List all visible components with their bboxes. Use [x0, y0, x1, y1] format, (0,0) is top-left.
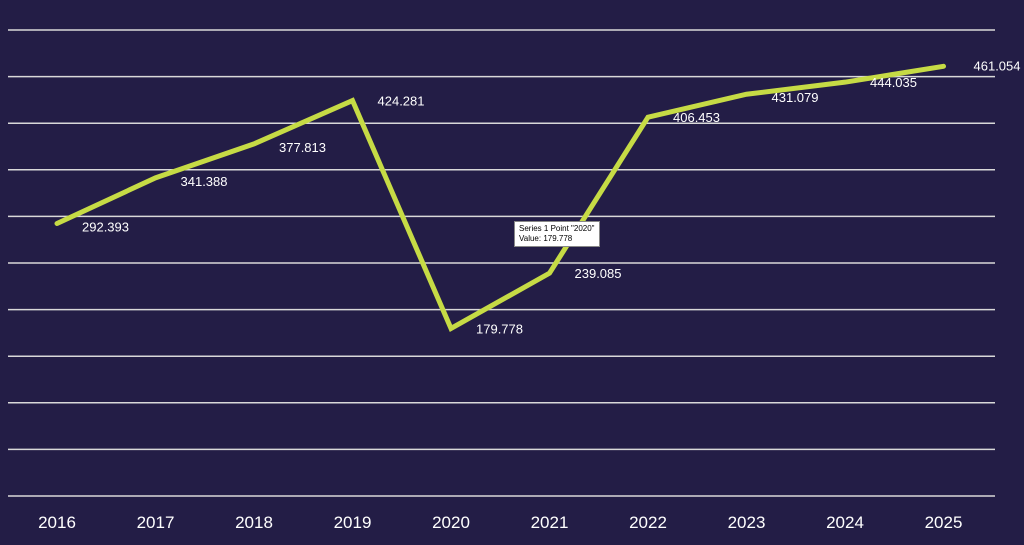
x-axis-ticks: 2016 2017 2018 2019 2020 2021 2022 2023 2024 2025 — [38, 513, 962, 532]
x-tick-label: 2023 — [728, 513, 766, 532]
x-tick-label: 2025 — [925, 513, 963, 532]
tooltip-title: Series 1 Point "2020" — [519, 224, 595, 233]
series-layer — [54, 63, 946, 332]
x-tick-label: 2018 — [235, 513, 273, 532]
data-label: 406.453 — [673, 110, 720, 125]
series-line — [54, 63, 946, 332]
x-tick-label: 2022 — [629, 513, 667, 532]
data-label: 341.388 — [181, 174, 228, 189]
data-label: 461.054 — [974, 58, 1021, 73]
x-tick-label: 2021 — [531, 513, 569, 532]
x-tick-label: 2020 — [432, 513, 470, 532]
grid-lines — [8, 29, 995, 497]
x-tick-label: 2019 — [334, 513, 372, 532]
data-point-tooltip: Series 1 Point "2020" Value: 179.778 — [514, 221, 600, 247]
data-label: 179.778 — [476, 321, 523, 336]
x-tick-label: 2016 — [38, 513, 76, 532]
x-tick-label: 2017 — [137, 513, 175, 532]
data-label: 292.393 — [82, 219, 129, 234]
x-tick-label: 2024 — [826, 513, 864, 532]
data-labels: 292.393 341.388 377.813 424.281 179.778 239.0… — [82, 58, 1021, 336]
data-label: 431.079 — [772, 90, 819, 105]
data-label: 377.813 — [279, 140, 326, 155]
data-label: 424.281 — [378, 94, 425, 109]
tooltip-value: Value: 179.778 — [519, 234, 573, 243]
data-label: 239.085 — [575, 266, 622, 281]
data-label: 444.035 — [870, 75, 917, 90]
